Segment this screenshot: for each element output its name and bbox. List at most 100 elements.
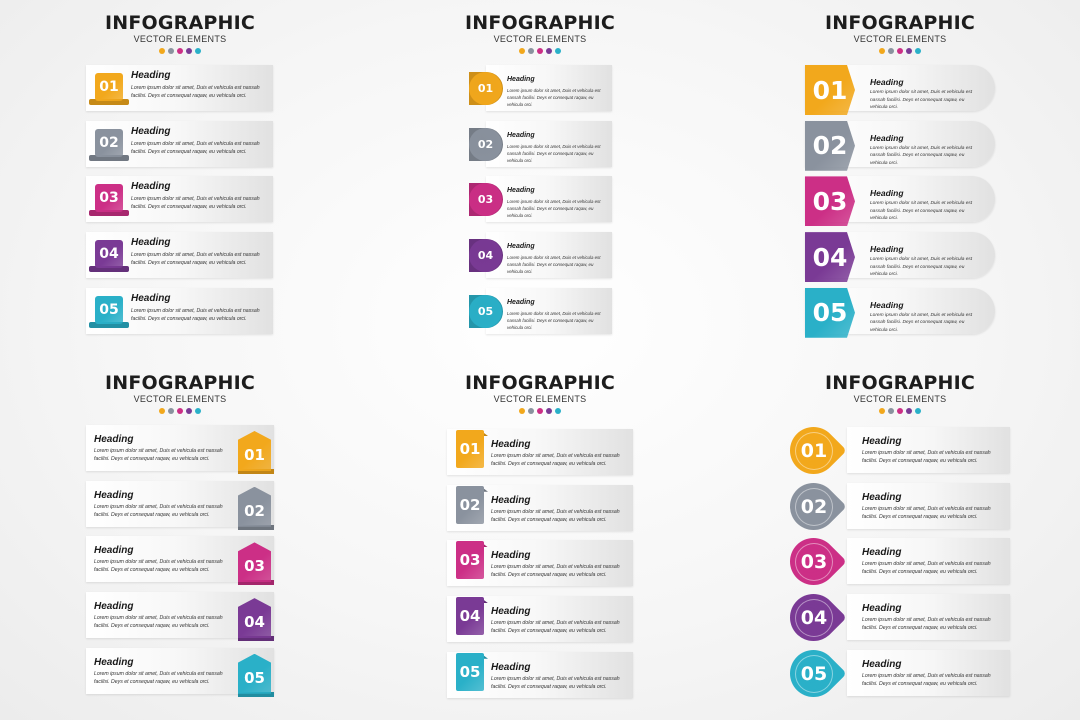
step-heading: Heading	[507, 131, 535, 139]
color-dots	[360, 408, 720, 414]
step-heading: Heading	[870, 299, 904, 310]
panel-header: INFOGRAPHIC VECTOR ELEMENTS	[720, 12, 1080, 54]
step-row: 04 Heading Lorem ipsum dolor sit amet, Dui…	[0, 592, 1080, 642]
step-number-badge: 01	[95, 73, 123, 101]
step-description: Lorem ipsum dolor sit amet, Duis et vehi…	[94, 448, 223, 462]
step-row: 05 Heading Lorem ipsum dolor sit amet, Dui…	[0, 647, 1080, 697]
step-heading: Heading	[870, 188, 904, 199]
step-row: 04 Heading Lorem ipsum dolor sit amet, Dui…	[0, 232, 1080, 279]
color-dot	[519, 408, 525, 414]
step-heading: Heading	[870, 77, 904, 87]
step-card	[486, 176, 612, 223]
step-heading: Heading	[94, 656, 134, 668]
step-row: 05 Heading Lorem ipsum dolor sit amet, Dui…	[0, 287, 1080, 338]
step-heading: Heading	[94, 545, 134, 557]
badge-fold	[89, 154, 129, 161]
color-dot	[186, 48, 192, 54]
step-number-circle: 03	[469, 183, 502, 217]
infographic-panel-1: INFOGRAPHIC VECTOR ELEMENTS	[0, 0, 360, 360]
step-description: Lorem ipsum dolor sit amet, Duis et vehi…	[507, 310, 601, 330]
step-number-arrow: 03	[805, 176, 855, 227]
panel-title: INFOGRAPHIC	[464, 12, 616, 34]
step-row: 03 Heading Lorem ipsum dolor sit amet, Dui…	[0, 540, 1080, 587]
step-row: 02 Heading Lorem ipsum dolor sit amet, Dui…	[0, 120, 1080, 167]
color-dot	[879, 408, 885, 414]
step-card	[847, 649, 1010, 696]
color-dot	[528, 408, 534, 414]
color-dot	[897, 408, 903, 414]
step-heading: Heading	[870, 244, 904, 255]
color-dot	[537, 408, 543, 414]
color-dot	[519, 48, 525, 54]
color-dots	[0, 408, 360, 414]
step-heading: Heading	[862, 547, 902, 559]
step-row: 01 Heading Lorem ipsum dolor sit amet, Dui…	[0, 65, 1080, 111]
step-number-house: 02	[238, 486, 271, 527]
color-dot	[177, 408, 183, 414]
color-dot	[195, 48, 201, 54]
step-description: Lorem ipsum dolor sit amet, Duis et vehi…	[491, 508, 620, 523]
badge-strip	[238, 580, 274, 586]
panel-title: INFOGRAPHIC	[824, 12, 976, 34]
step-description: Lorem ipsum dolor sit amet, Duis et vehi…	[862, 617, 991, 632]
panel-title: INFOGRAPHIC	[824, 372, 976, 394]
step-number-pin: 03	[795, 543, 833, 582]
step-heading: Heading	[491, 439, 531, 450]
step-description: Lorem ipsum dolor sit amet, Duis et vehi…	[94, 615, 223, 630]
infographic-panel-5: INFOGRAPHIC VECTOR ELEMENTS	[360, 360, 720, 720]
step-description: Lorem ipsum dolor sit amet, Duis et vehi…	[94, 503, 223, 518]
step-number-house: 03	[238, 542, 271, 583]
step-number-tag: 01	[456, 430, 484, 468]
color-dot	[915, 48, 921, 54]
step-number-house: 05	[238, 653, 271, 694]
step-description: Lorem ipsum dolor sit amet, Duis et vehi…	[862, 672, 991, 687]
step-number-arrow: 05	[805, 287, 855, 338]
step-number-tag: 03	[456, 541, 484, 580]
color-dot	[537, 48, 543, 54]
color-dot	[888, 408, 894, 414]
step-heading: Heading	[507, 298, 535, 306]
color-dots	[360, 48, 720, 54]
color-dot	[546, 48, 552, 54]
badge-strip	[238, 469, 274, 474]
step-row: 04 Heading Lorem ipsum dolor sit amet, Dui…	[0, 584, 1080, 651]
step-card	[486, 120, 612, 167]
step-card	[847, 427, 1010, 473]
step-number-pin: 02	[795, 487, 833, 526]
color-dot	[546, 408, 552, 414]
step-heading: Heading	[507, 243, 535, 251]
step-heading: Heading	[131, 292, 171, 304]
step-row: 05 Heading Lorem ipsum dolor sit amet, Dui…	[0, 651, 1080, 698]
color-dots	[720, 408, 1080, 414]
color-dot	[168, 408, 174, 414]
step-description: Lorem ipsum dolor sit amet, Duis et vehi…	[870, 257, 973, 278]
step-description: Lorem ipsum dolor sit amet, Duis et vehi…	[507, 88, 601, 107]
step-number-badge: 04	[95, 240, 123, 269]
badge-tab	[480, 652, 488, 659]
infographic-panel-6: INFOGRAPHIC VECTOR ELEMENTS	[720, 360, 1080, 720]
color-dot	[186, 408, 192, 414]
step-heading: Heading	[94, 489, 134, 501]
step-row: 04 Heading Lorem ipsum dolor sit amet, Dui…	[0, 596, 1080, 643]
step-description: Lorem ipsum dolor sit amet, Duis et vehi…	[94, 670, 223, 685]
step-heading: Heading	[507, 187, 535, 195]
color-dot	[555, 408, 561, 414]
color-dot	[888, 48, 894, 54]
step-number-pin: 01	[795, 432, 833, 470]
badge-fold	[89, 210, 129, 217]
step-description: Lorem ipsum dolor sit amet, Duis et vehi…	[131, 196, 260, 211]
step-description: Lorem ipsum dolor sit amet, Duis et vehi…	[491, 675, 620, 690]
step-description: Lorem ipsum dolor sit amet, Duis et vehi…	[870, 201, 973, 222]
step-heading: Heading	[131, 70, 171, 81]
color-dot	[528, 48, 534, 54]
badge-tab	[480, 430, 488, 436]
color-dot	[879, 48, 885, 54]
panel-subtitle: VECTOR ELEMENTS	[853, 394, 947, 404]
step-heading: Heading	[862, 491, 902, 503]
infographic-panel-3: INFOGRAPHIC VECTOR ELEMENTS	[720, 0, 1080, 360]
panel-header: INFOGRAPHIC VECTOR ELEMENTS	[0, 372, 360, 414]
panel-header: INFOGRAPHIC VECTOR ELEMENTS	[0, 12, 360, 54]
badge-strip	[238, 691, 274, 697]
step-card	[847, 482, 1010, 529]
step-row: 03 Heading Lorem ipsum dolor sit amet, Dui…	[0, 528, 1080, 596]
